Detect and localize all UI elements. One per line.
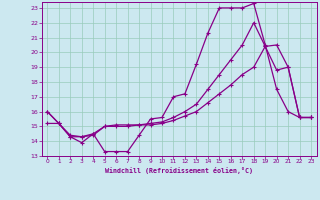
X-axis label: Windchill (Refroidissement éolien,°C): Windchill (Refroidissement éolien,°C) [105, 167, 253, 174]
